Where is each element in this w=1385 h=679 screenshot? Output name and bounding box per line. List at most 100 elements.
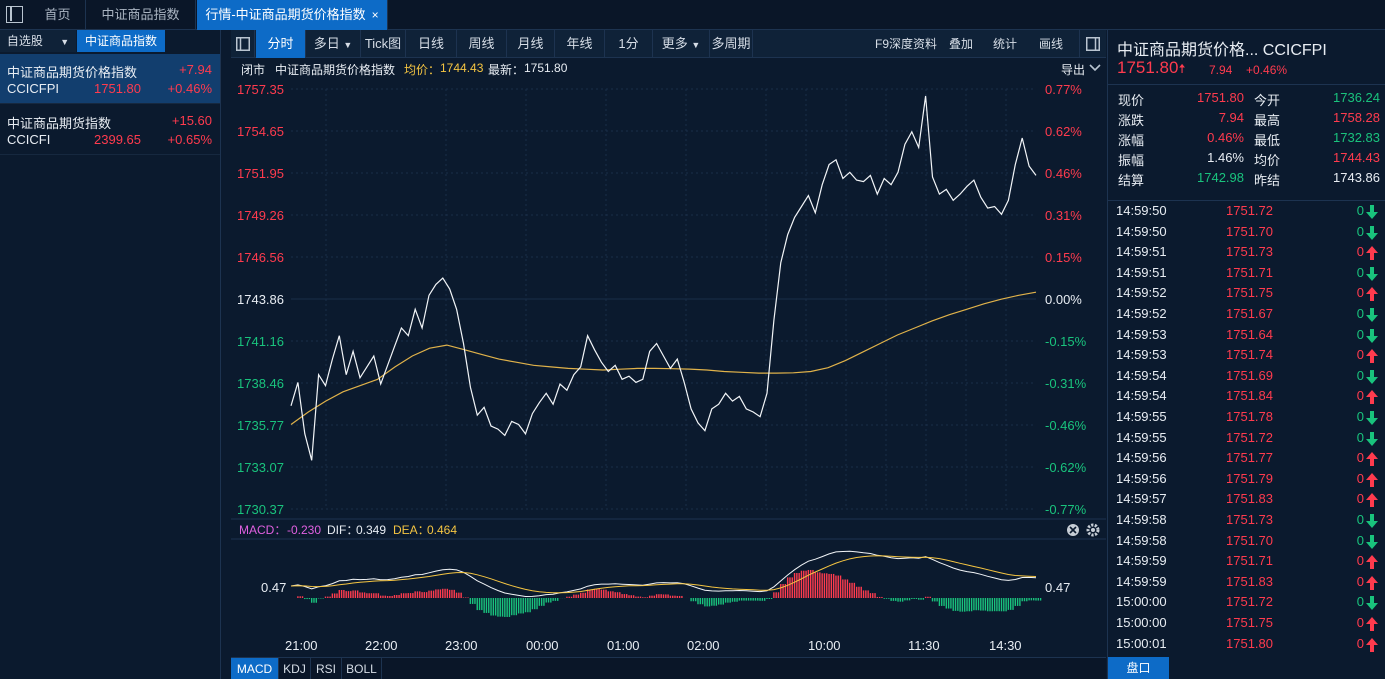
table-row[interactable]: 14:59:55 1751.72 0 (1116, 430, 1378, 451)
tab-kdj[interactable]: KDJ (279, 658, 311, 679)
tab-1min[interactable]: 1分 (605, 30, 653, 58)
tab-tick[interactable]: Tick图 (361, 30, 406, 58)
chevron-down-icon[interactable] (1089, 63, 1101, 73)
chevron-down-icon: ▼ (691, 40, 701, 50)
dea-label: DEA： (393, 523, 430, 537)
tab-boll[interactable]: BOLL (342, 658, 382, 679)
tab-yearly[interactable]: 年线 (555, 30, 605, 58)
tick-time: 15:00:00 (1116, 594, 1167, 610)
table-row[interactable]: 14:59:54 1751.69 0 (1116, 368, 1378, 389)
table-row[interactable]: 14:59:50 1751.72 0 (1116, 203, 1378, 224)
table-row[interactable]: 14:59:53 1751.64 0 (1116, 327, 1378, 348)
tab-rsi[interactable]: RSI (311, 658, 342, 679)
tab-more[interactable]: 更多 ▼ (653, 30, 710, 58)
table-row[interactable]: 14:59:58 1751.73 0 (1116, 512, 1378, 533)
quote-label: 振幅 (1118, 153, 1145, 168)
pct-tick-label: 0.15% (1045, 250, 1082, 265)
table-row[interactable]: 14:59:54 1751.84 0 (1116, 388, 1378, 409)
tab-daily[interactable]: 日线 (406, 30, 457, 58)
tab-macd[interactable]: MACD (231, 658, 279, 679)
close-icon[interactable]: × (371, 8, 379, 22)
macd-axis-label-left: 0.47 (261, 580, 286, 595)
layout-toggle-icon[interactable] (6, 6, 23, 23)
tick-volume: 0 (1356, 594, 1364, 610)
panel-toggle-icon[interactable] (1079, 30, 1106, 58)
table-row[interactable]: 14:59:57 1751.83 0 (1116, 491, 1378, 512)
arrow-down-icon (1366, 596, 1378, 611)
pct-tick-label: 0.00% (1045, 292, 1082, 307)
list-item[interactable]: 中证商品期货价格指数 +7.94 CCICFPI 1751.80 +0.46% (0, 54, 220, 104)
tab-quote-active[interactable]: 行情-中证商品期货价格指数 × (197, 0, 388, 30)
tick-time: 14:59:55 (1116, 429, 1167, 445)
table-row[interactable]: 15:00:00 1751.75 0 (1116, 615, 1378, 636)
x-tick-label: 01:00 (607, 638, 640, 653)
tab-home[interactable]: 首页 (30, 0, 86, 30)
indicator-tabs: MACD KDJ RSI BOLL (231, 657, 1106, 679)
table-row[interactable]: 14:59:50 1751.70 0 (1116, 224, 1378, 245)
gear-icon[interactable] (1086, 523, 1100, 537)
subtab-ccic[interactable]: 中证商品指数 (77, 30, 165, 52)
tick-volume: 0 (1356, 306, 1364, 321)
table-row[interactable]: 14:59:52 1751.75 0 (1116, 285, 1378, 306)
table-row[interactable]: 15:00:01 1751.80 0 (1116, 636, 1378, 657)
table-row[interactable]: 14:59:58 1751.70 0 (1116, 533, 1378, 554)
tab-multiday[interactable]: 多日 ▼ (306, 30, 361, 58)
sidebar-toggle-icon[interactable] (231, 30, 255, 58)
dif-label: DIF： (327, 523, 358, 537)
tab-multiperiod[interactable]: 多周期 (710, 30, 753, 58)
tab-intraday[interactable]: 分时 (256, 30, 306, 58)
table-row[interactable]: 14:59:56 1751.79 0 (1116, 471, 1378, 492)
table-row[interactable]: 15:00:00 1751.72 0 (1116, 594, 1378, 615)
y-tick-label: 1749.26 (237, 208, 284, 223)
list-item[interactable]: 中证商品期货指数 +15.60 CCICFI 2399.65 +0.65% (0, 105, 220, 155)
tab-ccic-index[interactable]: 中证商品指数 (86, 0, 196, 30)
quote-label: 昨结 (1254, 173, 1281, 188)
pct-tick-label: 0.31% (1045, 208, 1082, 223)
close-icon[interactable] (1067, 524, 1079, 536)
avg-price-value: 1744.43 (440, 61, 484, 75)
table-row[interactable]: 14:59:56 1751.77 0 (1116, 450, 1378, 471)
tick-price: 1751.70 (1226, 223, 1273, 239)
tick-time: 14:59:56 (1116, 470, 1167, 486)
tab-monthly[interactable]: 月线 (507, 30, 555, 58)
quote-value: 1736.24 (1333, 90, 1380, 105)
quote-value: 1.46% (1207, 150, 1244, 165)
tick-volume: 0 (1356, 573, 1364, 589)
tab-more-label: 更多 (661, 36, 688, 51)
tab-multiday-label: 多日 (313, 36, 340, 51)
f9-data-button[interactable]: F9深度资料 (875, 37, 938, 51)
quote-label: 结算 (1118, 173, 1145, 188)
table-row[interactable]: 14:59:59 1751.71 0 (1116, 553, 1378, 574)
table-row[interactable]: 14:59:55 1751.78 0 (1116, 409, 1378, 430)
table-row[interactable]: 14:59:51 1751.73 0 (1116, 244, 1378, 265)
intraday-chart[interactable]: 1757.35 1754.65 1751.95 1749.26 1746.56 1743.… (231, 78, 1106, 657)
tick-volume: 0 (1356, 470, 1364, 486)
draw-line-button[interactable]: 画线 (1039, 37, 1064, 51)
quote-value: 1751.80 (1197, 90, 1244, 105)
quote-price-value: 1751.80 (1117, 58, 1179, 77)
quote-label: 最低 (1254, 133, 1281, 148)
table-row[interactable]: 14:59:59 1751.83 0 (1116, 574, 1378, 595)
quote-value: 7.94 (1218, 110, 1244, 125)
pct-tick-label: 0.77% (1045, 82, 1082, 97)
subtab-watchlist[interactable]: 自选股 ▼ (0, 30, 76, 52)
stock-pct: +0.65% (167, 132, 212, 147)
tick-volume: 0 (1356, 512, 1364, 527)
watchlist-panel: 自选股 ▼ 中证商品指数 中证商品期货价格指数 +7.94 CCICFPI 17… (0, 30, 221, 679)
overlay-button[interactable]: 叠加 (949, 37, 974, 51)
table-row[interactable]: 14:59:52 1751.67 0 (1116, 306, 1378, 327)
export-button[interactable]: 导出 (1061, 63, 1086, 77)
tick-price: 1751.71 (1226, 264, 1273, 280)
tab-order-book[interactable]: 盘口 (1108, 657, 1169, 679)
tab-weekly[interactable]: 周线 (457, 30, 507, 58)
avg-price-line (290, 291, 1037, 425)
tick-price: 1751.77 (1226, 450, 1273, 466)
statistics-button[interactable]: 统计 (993, 37, 1018, 51)
tick-volume: 0 (1356, 367, 1364, 383)
arrow-up-icon (1366, 617, 1378, 631)
stock-change: +15.60 (171, 113, 212, 128)
table-row[interactable]: 14:59:53 1751.74 0 (1116, 347, 1378, 368)
table-row[interactable]: 14:59:51 1751.71 0 (1116, 265, 1378, 286)
arrow-down-icon (1366, 225, 1378, 240)
tick-time: 14:59:52 (1116, 285, 1167, 301)
